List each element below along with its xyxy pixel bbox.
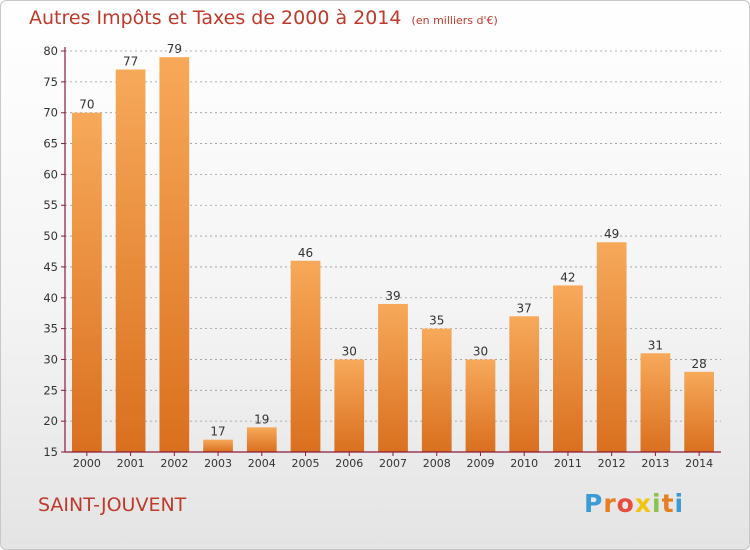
x-tick-label: 2013: [641, 457, 669, 470]
bar: [465, 359, 496, 452]
bar: [553, 285, 583, 452]
bar-value-label: 37: [517, 301, 532, 315]
y-tick-label: 70: [43, 106, 58, 120]
title-unit: (en milliers d'€): [411, 14, 498, 27]
bar-value-label: 39: [385, 289, 400, 303]
bar-value-label: 46: [298, 246, 313, 260]
bar-value-label: 30: [342, 344, 357, 358]
logo-letter: r: [603, 489, 617, 518]
logo-letter: P: [584, 489, 604, 518]
bar: [159, 57, 190, 453]
bar: [640, 353, 671, 452]
bar: [334, 359, 365, 452]
bar: [596, 242, 627, 452]
x-tick-label: 2000: [73, 457, 101, 470]
x-tick-label: 2010: [510, 457, 538, 470]
x-tick-label: 2002: [160, 457, 188, 470]
y-tick-label: 65: [43, 137, 58, 151]
y-tick-label: 55: [43, 198, 58, 212]
axis-layer: [61, 47, 721, 456]
logo-letter: t: [661, 489, 675, 518]
bar: [509, 316, 540, 452]
label-layer: 15 20 25 30 35 40 45 50 55 60 65 70 75 80 70 2000 77 2001…: [43, 42, 713, 470]
bar-value-label: 77: [123, 55, 138, 69]
bar: [71, 112, 102, 452]
x-tick-label: 2014: [685, 457, 713, 470]
proxiti-logo[interactable]: Proxiti: [584, 489, 684, 518]
logo-letter: x: [634, 489, 652, 518]
x-tick-label: 2003: [204, 457, 232, 470]
bar-value-label: 17: [210, 425, 225, 439]
bar-value-label: 42: [560, 270, 575, 284]
y-tick-label: 25: [43, 383, 58, 397]
x-tick-label: 2005: [292, 457, 320, 470]
y-tick-label: 75: [43, 75, 58, 89]
bar-layer: [71, 57, 715, 453]
bar-value-label: 79: [167, 42, 182, 56]
x-tick-label: 2012: [598, 457, 626, 470]
logo-letter: o: [616, 489, 635, 518]
y-tick-label: 80: [43, 44, 58, 58]
bar-value-label: 31: [648, 338, 663, 352]
bar-value-label: 30: [473, 344, 488, 358]
title-text: Autres Impôts et Taxes de 2000 à 2014: [29, 7, 402, 29]
bar: [290, 260, 321, 452]
bar-value-label: 28: [691, 357, 706, 371]
bar: [684, 371, 715, 452]
y-tick-label: 15: [43, 445, 58, 459]
bar-value-label: 49: [604, 227, 619, 241]
bar: [378, 303, 408, 452]
bar: [421, 328, 452, 452]
x-tick-label: 2004: [248, 457, 276, 470]
bar-value-label: 70: [79, 98, 94, 112]
logo-letter: i: [652, 489, 662, 518]
chart-title: Autres Impôts et Taxes de 2000 à 2014 (e…: [29, 7, 498, 29]
bar-value-label: 35: [429, 314, 444, 328]
y-tick-label: 35: [43, 322, 58, 336]
x-tick-label: 2009: [466, 457, 494, 470]
y-tick-label: 40: [43, 291, 58, 305]
y-tick-label: 60: [43, 167, 58, 181]
x-tick-label: 2006: [335, 457, 363, 470]
bar: [203, 439, 233, 452]
bar: [246, 427, 277, 452]
x-tick-label: 2011: [554, 457, 582, 470]
logo-letter: i: [674, 489, 685, 518]
y-tick-label: 20: [43, 414, 58, 428]
y-tick-label: 45: [43, 260, 58, 274]
bar: [115, 69, 146, 452]
y-tick-label: 50: [43, 229, 58, 243]
bar-value-label: 19: [254, 412, 269, 426]
y-tick-label: 30: [43, 352, 58, 366]
x-tick-label: 2001: [117, 457, 145, 470]
x-tick-label: 2007: [379, 457, 407, 470]
x-tick-label: 2008: [423, 457, 451, 470]
commune-name: SAINT-JOUVENT: [38, 494, 187, 516]
